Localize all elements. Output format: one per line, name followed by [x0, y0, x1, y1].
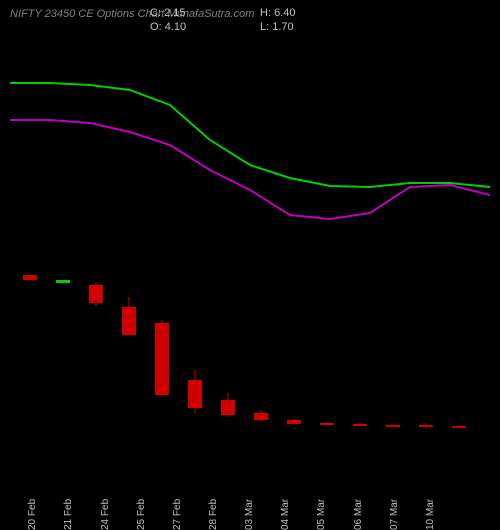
l-label: L:	[260, 21, 269, 33]
magenta-indicator-line	[10, 120, 490, 219]
candle-body	[320, 423, 334, 425]
candle-body	[56, 280, 70, 283]
candle-body	[221, 400, 235, 415]
candle-body	[353, 424, 367, 426]
candle-body	[122, 307, 136, 335]
ohlc-low: L: 1.70	[260, 20, 310, 34]
o-value: 4.10	[165, 21, 186, 33]
ohlc-block: C: 2.15 H: 6.40 O: 4.10 L: 1.70	[150, 6, 310, 34]
h-value: 6.40	[274, 7, 295, 19]
price-chart	[10, 35, 490, 435]
candle-body	[23, 275, 37, 280]
l-value: 1.70	[272, 21, 293, 33]
candle-body	[89, 285, 103, 303]
o-label: O:	[150, 21, 162, 33]
candle-body	[188, 380, 202, 408]
ohlc-close: C: 2.15	[150, 6, 200, 20]
x-axis-labels: 18 Feb19 Feb20 Feb21 Feb24 Feb25 Feb27 F…	[10, 435, 490, 490]
candlestick-series	[23, 275, 466, 428]
candle-body	[419, 425, 433, 427]
candle-body	[452, 426, 466, 428]
ohlc-open: O: 4.10	[150, 20, 200, 34]
candle-body	[287, 420, 301, 424]
candle-body	[155, 323, 169, 395]
candle-body	[254, 413, 268, 420]
x-axis-tick-label: 10 Mar	[425, 520, 480, 530]
c-value: 2.15	[164, 7, 185, 19]
candle-body	[386, 425, 400, 427]
c-label: C:	[150, 7, 161, 19]
green-indicator-line	[10, 83, 490, 187]
ohlc-high: H: 6.40	[260, 6, 310, 20]
h-label: H:	[260, 7, 271, 19]
